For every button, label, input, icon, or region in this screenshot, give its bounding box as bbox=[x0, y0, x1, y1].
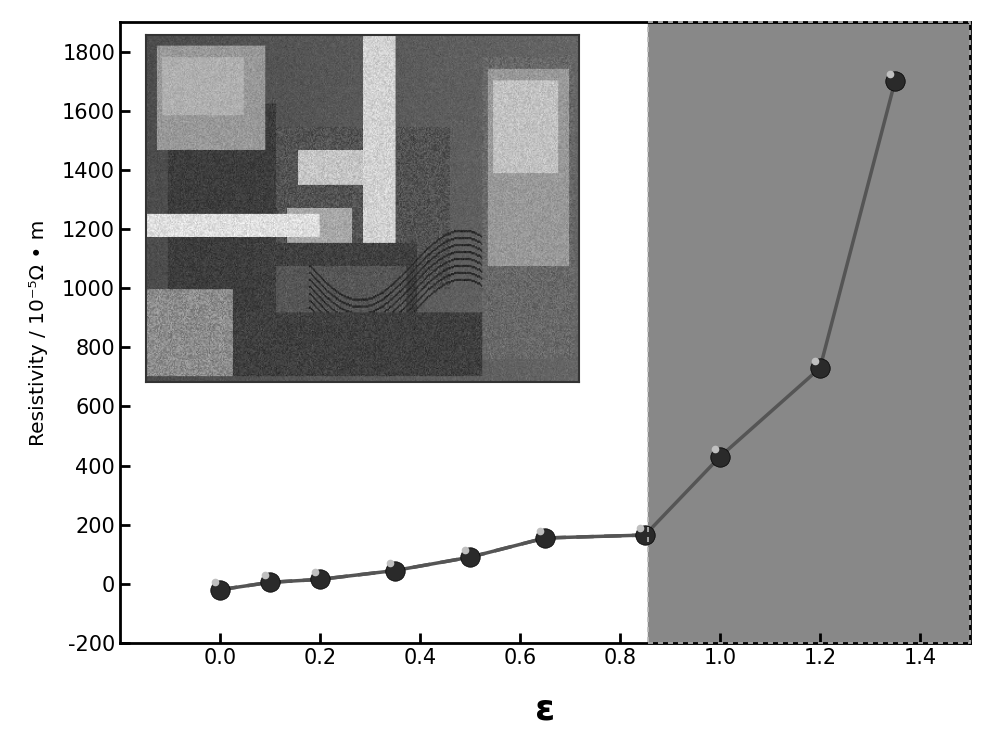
Bar bbox=[648, 22, 1000, 643]
X-axis label: ε: ε bbox=[535, 692, 555, 726]
Y-axis label: Resistivity / 10⁻⁵Ω • m: Resistivity / 10⁻⁵Ω • m bbox=[29, 219, 48, 446]
Bar bbox=[648, 22, 970, 643]
